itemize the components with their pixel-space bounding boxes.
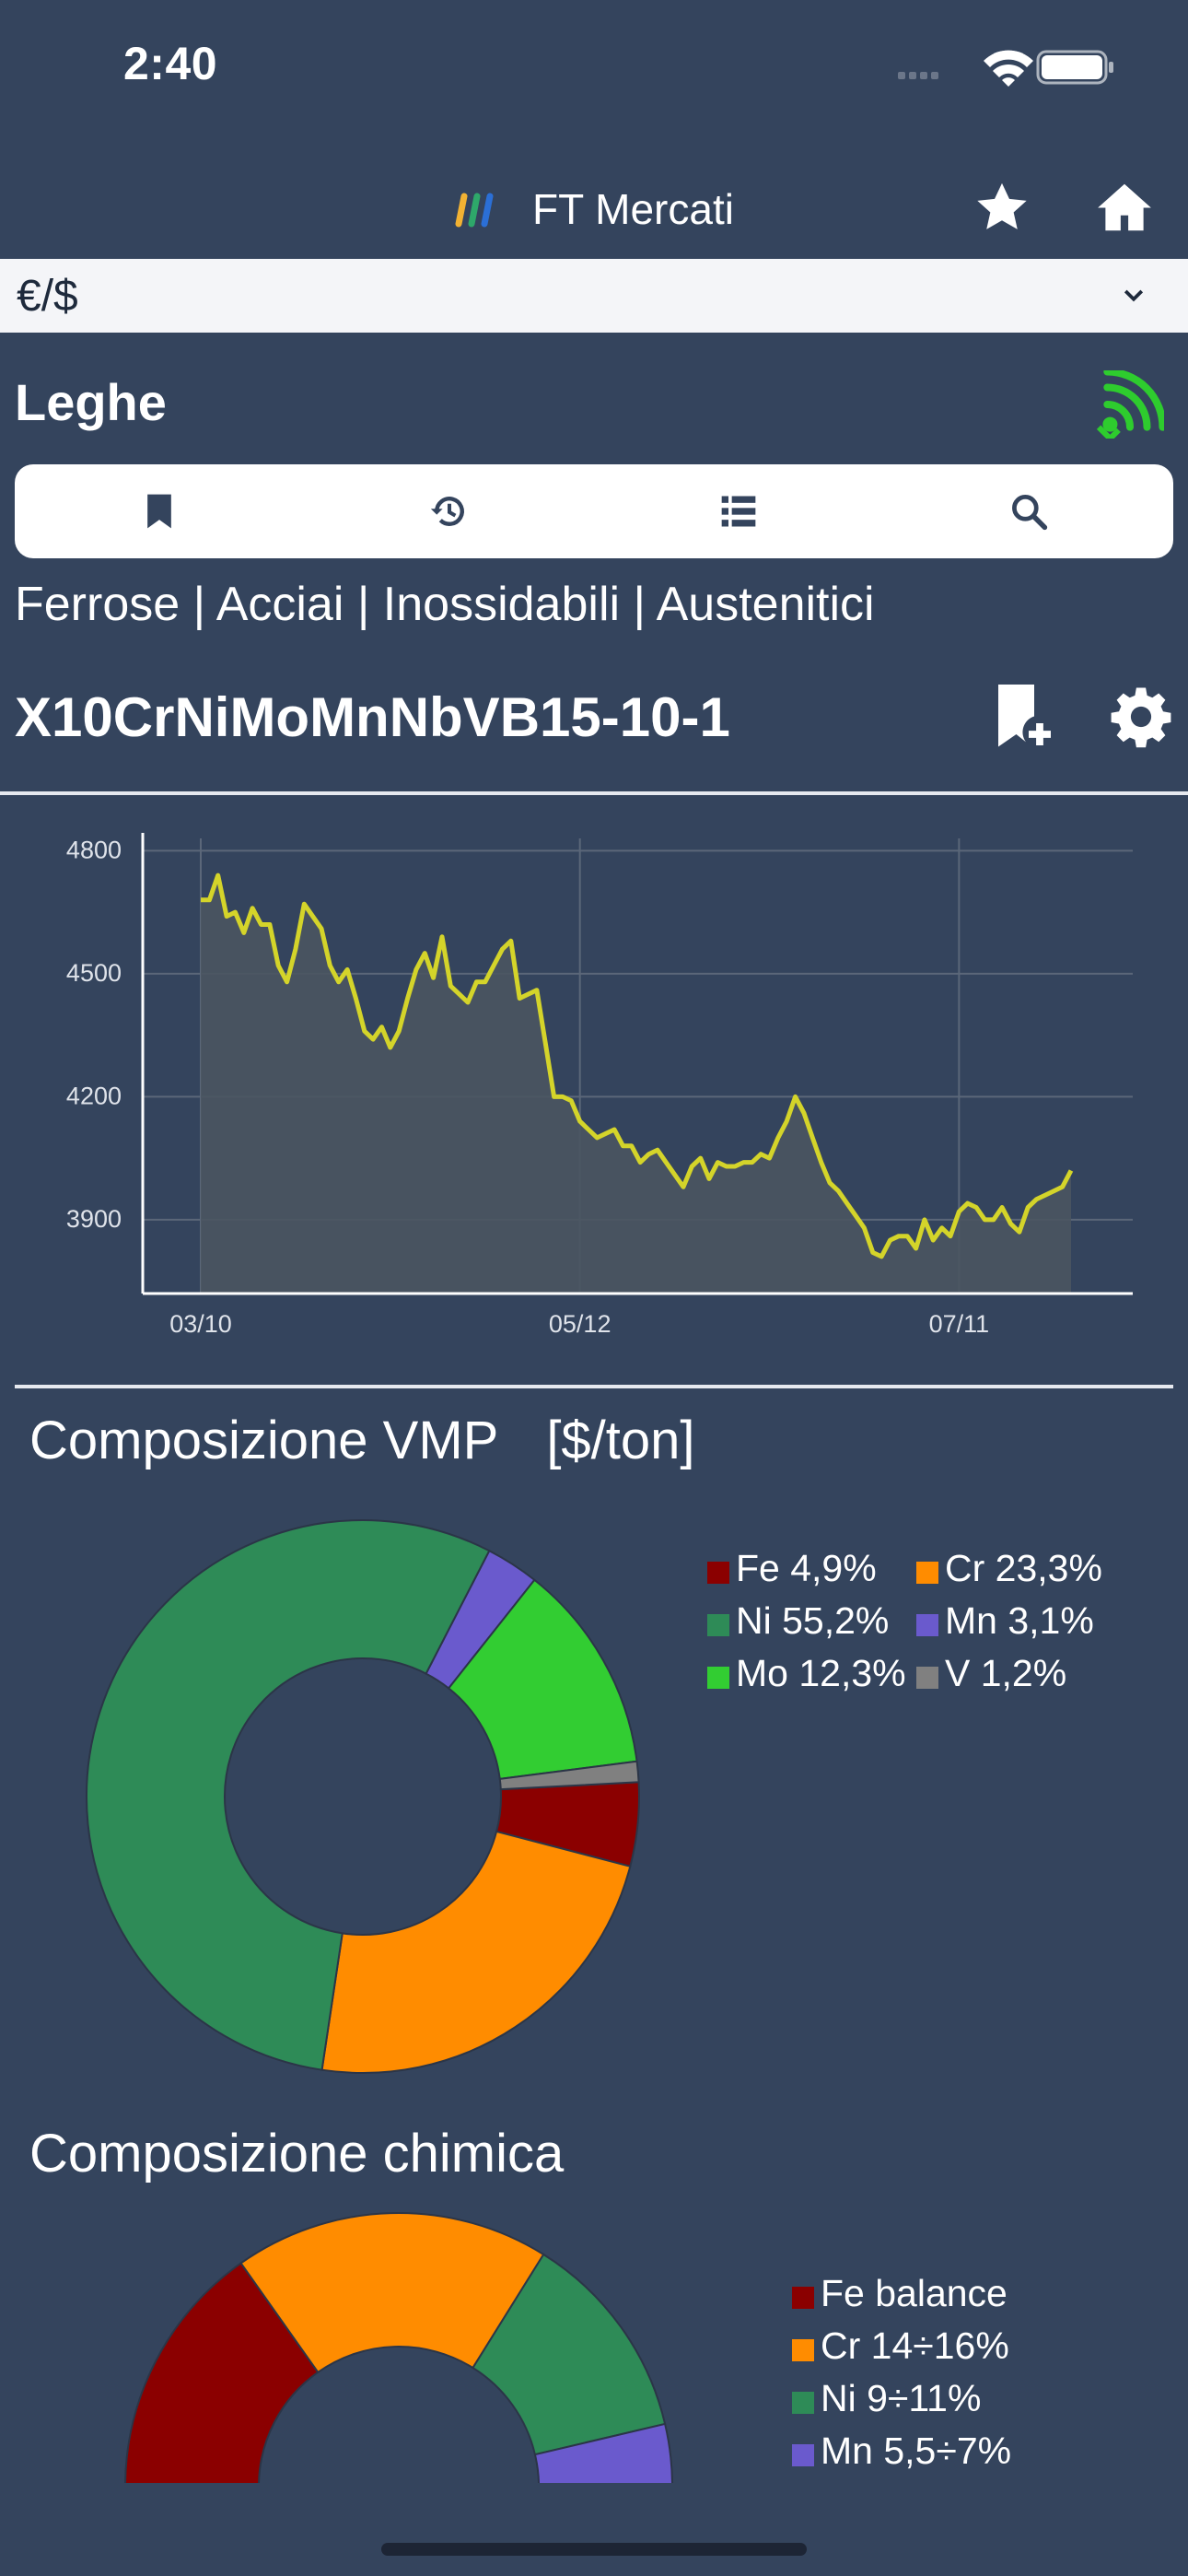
- list-tab[interactable]: [683, 465, 794, 557]
- x-tick-label: 03/10: [169, 1310, 232, 1338]
- legend-swatch: [916, 1667, 938, 1689]
- x-tick-label: 07/11: [929, 1310, 990, 1338]
- legend-swatch: [916, 1614, 938, 1636]
- chevron-down-icon: [1124, 289, 1144, 302]
- chart-area: [201, 872, 1074, 1294]
- app-logo-icon: [455, 193, 494, 228]
- toolbar: [15, 464, 1173, 558]
- legend-label: V 1,2%: [945, 1652, 1066, 1694]
- battery-icon: [1036, 50, 1113, 85]
- app-title: FT Mercati: [532, 185, 734, 233]
- legend-swatch: [792, 2444, 814, 2466]
- settings-icon[interactable]: [1108, 684, 1174, 750]
- star-icon[interactable]: [972, 177, 1032, 238]
- legend-swatch: [707, 1614, 729, 1636]
- legend-label: Cr 23,3%: [945, 1547, 1102, 1589]
- bookmark-add-icon[interactable]: [990, 682, 1056, 754]
- legend-item: Mn 3,1%: [916, 1599, 1094, 1642]
- status-time: 2:40: [123, 38, 218, 89]
- legend-item: Mo 12,3%: [707, 1652, 906, 1694]
- pie-slice-v[interactable]: [498, 1760, 640, 1791]
- legend-item: Ni 9÷11%: [792, 2377, 981, 2419]
- legend-label: Ni 9÷11%: [821, 2377, 981, 2419]
- legend-label: Fe 4,9%: [736, 1547, 877, 1589]
- y-tick-label: 3900: [66, 1205, 122, 1233]
- legend-item: Mn 5,5÷7%: [792, 2430, 1011, 2472]
- legend-label: Mn 3,1%: [945, 1599, 1094, 1642]
- legend-item: V 1,2%: [916, 1652, 1066, 1694]
- vmp-donut-chart: Fe 4,9% Cr 23,3% Ni 55,2% Mn 3,1% Mo 12,3% V …: [86, 1518, 1102, 2074]
- live-feed-icon: [1096, 370, 1164, 439]
- chem-title: Composizione chimica: [29, 2124, 565, 2184]
- pie-slice-fe[interactable]: [124, 2262, 320, 2487]
- list-icon: [721, 496, 756, 527]
- pie-slice-ni[interactable]: [472, 2253, 667, 2456]
- legend-swatch: [916, 1562, 938, 1584]
- search-icon: [1011, 495, 1047, 531]
- vmp-unit: [$/ton]: [546, 1411, 695, 1470]
- nav-title: FT Mercati: [451, 177, 734, 241]
- chem-slices: [124, 2212, 673, 2488]
- cellular-signal-icon: [898, 72, 938, 79]
- legend-item: Cr 23,3%: [916, 1547, 1102, 1589]
- history-tab[interactable]: [394, 465, 505, 557]
- alloy-name: X10CrNiMoMnNbVB15-10-1: [15, 686, 730, 748]
- divider: [0, 791, 1188, 795]
- divider: [15, 1385, 1173, 1388]
- y-tick-label: 4500: [66, 959, 122, 987]
- category-breadcrumb[interactable]: Ferrose | Acciai | Inossidabili | Austen…: [15, 578, 875, 631]
- legend-swatch: [792, 2392, 814, 2414]
- status-icons: [898, 50, 1113, 87]
- pie-slice-cr[interactable]: [320, 1830, 632, 2074]
- price-chart: 4800 4500 4200 3900 03/10 05/12 07/11: [66, 833, 1133, 1338]
- favorites-tab[interactable]: [104, 465, 215, 557]
- bookmark-icon: [147, 494, 172, 529]
- legend-item: Fe 4,9%: [707, 1547, 877, 1589]
- pie-slice-mn[interactable]: [533, 2422, 673, 2488]
- search-tab[interactable]: [973, 465, 1084, 557]
- legend-label: Fe balance: [821, 2272, 1007, 2314]
- home-indicator: [381, 2543, 807, 2556]
- wifi-icon: [984, 50, 1033, 87]
- history-icon: [430, 497, 464, 526]
- legend-label: Mn 5,5÷7%: [821, 2430, 1011, 2472]
- x-tick-label: 05/12: [549, 1310, 611, 1338]
- pie-slice-mo[interactable]: [447, 1578, 638, 1781]
- currency-value: €/$: [17, 271, 78, 321]
- currency-select[interactable]: €/$: [0, 259, 1188, 333]
- area-fill: [201, 875, 1071, 1294]
- pie-slice-cr[interactable]: [239, 2212, 545, 2374]
- vmp-title-text: Composizione VMP: [29, 1411, 499, 1470]
- section-title: Leghe: [15, 373, 167, 431]
- legend-item: Ni 55,2%: [707, 1599, 889, 1642]
- vmp-title: Composizione VMP [$/ton]: [29, 1410, 695, 1471]
- legend-item: Fe balance: [792, 2272, 1007, 2314]
- pie-slice-ni[interactable]: [86, 1518, 491, 2071]
- legend-swatch: [707, 1667, 729, 1689]
- chem-donut-chart: Fe balance Cr 14÷16% Ni 9÷11% Mn 5,5÷7%: [124, 2212, 1011, 2488]
- legend-item: Cr 14÷16%: [792, 2324, 1009, 2367]
- chart-axes: [141, 833, 1133, 1295]
- legend-swatch: [707, 1562, 729, 1584]
- home-icon[interactable]: [1094, 177, 1155, 238]
- legend-label: Cr 14÷16%: [821, 2324, 1009, 2367]
- y-tick-label: 4200: [66, 1082, 122, 1109]
- chart-tick-labels: 4800 4500 4200 3900 03/10 05/12 07/11: [66, 836, 989, 1338]
- legend-swatch: [792, 2287, 814, 2309]
- legend-label: Ni 55,2%: [736, 1599, 889, 1642]
- legend-swatch: [792, 2339, 814, 2361]
- y-tick-label: 4800: [66, 836, 122, 863]
- legend-label: Mo 12,3%: [736, 1652, 906, 1694]
- price-line: [201, 872, 1074, 1259]
